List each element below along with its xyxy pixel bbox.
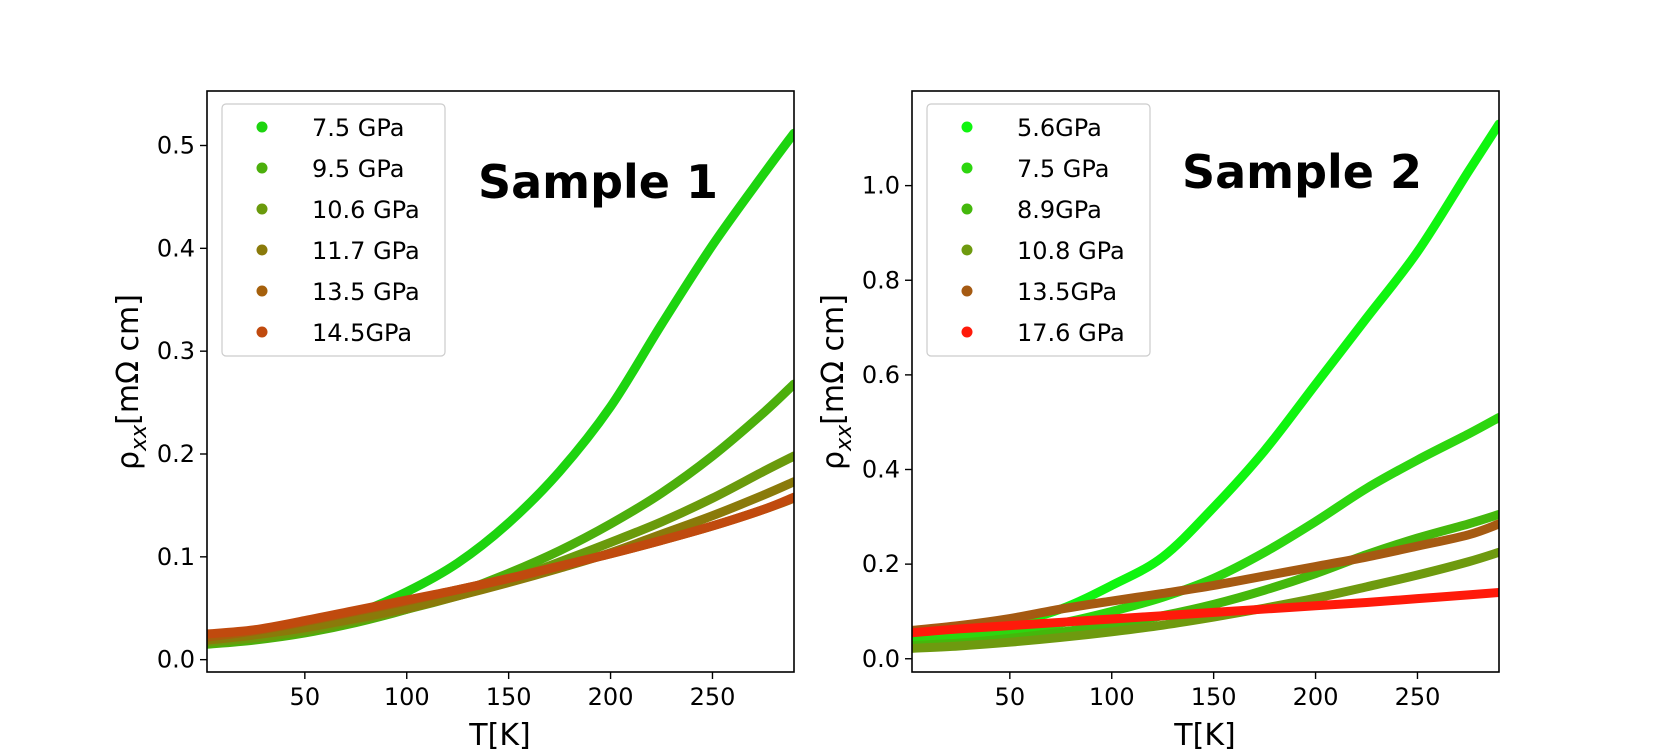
legend-label: 13.5 GPa [312, 278, 420, 306]
legend-label: 8.9GPa [1017, 196, 1102, 224]
y-tick-label: 0.2 [862, 550, 900, 578]
legend-marker [961, 162, 973, 174]
series-line-6 [912, 588, 1499, 638]
legend-label: 17.6 GPa [1017, 319, 1125, 347]
legend-label: 7.5 GPa [1017, 155, 1110, 183]
legend-label: 14.5GPa [312, 319, 412, 347]
y-axis-title-main: ρ [111, 451, 146, 470]
legend-marker [256, 244, 268, 256]
legend-box [926, 103, 1151, 357]
legend-marker [256, 162, 268, 174]
x-tick-label: 150 [1191, 683, 1237, 711]
y-tick-label: 0.5 [157, 132, 195, 160]
y-tick-label: 0.0 [862, 645, 900, 673]
x-tick-label: 250 [690, 683, 736, 711]
legend-box [221, 103, 446, 357]
series-line-5 [912, 519, 1499, 635]
y-axis: 0.0 0.2 0.4 0.6 0.8 1.0 [862, 172, 912, 673]
y-axis-title-subscript: xx [127, 424, 152, 452]
legend-marker [256, 121, 268, 133]
x-tick-label: 200 [1293, 683, 1339, 711]
legend-marker [961, 285, 973, 297]
legend-label: 10.6 GPa [312, 196, 420, 224]
series-line-4 [912, 547, 1499, 653]
y-tick-label: 1.0 [862, 172, 900, 200]
sample-label: Sample 2 [1182, 145, 1422, 199]
y-axis-title: ρxx[mΩ cm] [111, 294, 152, 470]
x-axis: 50 100 150 200 250 [995, 672, 1441, 711]
series-layer [207, 128, 794, 649]
x-axis-title: T[K] [468, 718, 530, 753]
x-tick-label: 250 [1395, 683, 1441, 711]
legend: 5.6GPa 7.5 GPa 8.9GPa 10.8 GPa 13.5GPa 17.6 G… [926, 103, 1151, 357]
legend-marker [256, 326, 268, 338]
y-tick-label: 0.2 [157, 440, 195, 468]
legend-marker [961, 121, 973, 133]
x-axis: 50 100 150 200 250 [290, 672, 736, 711]
panel-sample-1: 50 100 150 200 250 0.0 0.1 0.2 0.3 0.4 0.5 T[K] ρ… [111, 90, 795, 753]
series-layer [912, 119, 1499, 653]
y-tick-label: 0.0 [157, 646, 195, 674]
y-axis-title-main: ρ [816, 451, 851, 470]
y-tick-label: 0.4 [157, 234, 195, 262]
y-axis-title-subscript: xx [832, 424, 857, 452]
x-tick-label: 100 [384, 683, 430, 711]
legend-marker [961, 203, 973, 215]
x-axis-title: T[K] [1173, 718, 1235, 753]
legend-label: 7.5 GPa [312, 114, 405, 142]
y-tick-label: 0.1 [157, 543, 195, 571]
y-tick-label: 0.4 [862, 456, 900, 484]
y-axis-title-unit: [mΩ cm] [111, 294, 146, 425]
series-line-3 [207, 451, 794, 647]
series-line-2 [912, 412, 1499, 647]
plot-frame [911, 90, 1500, 673]
x-tick-label: 50 [995, 683, 1026, 711]
legend-label: 10.8 GPa [1017, 237, 1125, 265]
legend-marker [256, 203, 268, 215]
x-tick-label: 100 [1089, 683, 1135, 711]
y-axis: 0.0 0.1 0.2 0.3 0.4 0.5 [157, 132, 207, 674]
legend: 7.5 GPa 9.5 GPa 10.6 GPa 11.7 GPa 13.5 GPa 14… [221, 103, 446, 357]
x-tick-label: 200 [588, 683, 634, 711]
sample-label: Sample 1 [478, 155, 718, 209]
x-tick-label: 50 [290, 683, 321, 711]
legend-label: 5.6GPa [1017, 114, 1102, 142]
y-tick-label: 0.6 [862, 361, 900, 389]
y-tick-label: 0.3 [157, 337, 195, 365]
legend-label: 11.7 GPa [312, 237, 420, 265]
legend-marker [256, 285, 268, 297]
y-axis-title: ρxx[mΩ cm] [816, 294, 857, 470]
legend-label: 9.5 GPa [312, 155, 405, 183]
plot-frame [206, 90, 795, 673]
y-tick-label: 0.8 [862, 266, 900, 294]
y-axis-title-unit: [mΩ cm] [816, 294, 851, 425]
series-line-6 [207, 492, 794, 639]
legend-label: 13.5GPa [1017, 278, 1117, 306]
x-tick-label: 150 [486, 683, 532, 711]
panel-sample-2: 50 100 150 200 250 0.0 0.2 0.4 0.6 0.8 1.0 T[K] ρ… [816, 90, 1500, 753]
legend-marker [961, 244, 973, 256]
legend-marker [961, 326, 973, 338]
